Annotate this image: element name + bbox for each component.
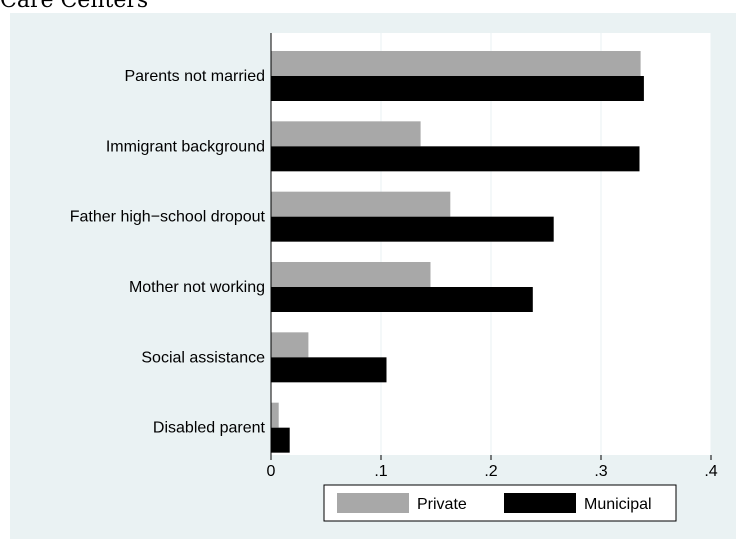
- bar-private: [271, 51, 641, 76]
- chart-caption: Care Centers: [0, 0, 149, 13]
- x-tick-label: .2: [484, 463, 497, 480]
- category-label: Social assistance: [141, 349, 265, 366]
- legend-swatch-private: [337, 493, 409, 513]
- bar-private: [271, 332, 309, 358]
- x-axis-ticks: 0 .1 .2 .3 .4: [267, 455, 718, 480]
- legend-label-private: Private: [417, 496, 467, 513]
- bars: [271, 51, 644, 453]
- bar-municipal: [271, 146, 640, 172]
- x-tick-label: 0: [267, 463, 276, 480]
- bar-private: [271, 262, 431, 287]
- category-label: Immigrant background: [106, 138, 265, 155]
- bar-private: [271, 121, 421, 147]
- x-tick-label: .3: [594, 463, 607, 480]
- x-tick-label: .4: [704, 463, 717, 480]
- category-label: Parents not married: [124, 68, 265, 85]
- x-tick-label: .1: [374, 463, 387, 480]
- bar-municipal: [271, 216, 554, 242]
- legend-label-municipal: Municipal: [584, 496, 652, 513]
- legend-swatch-municipal: [504, 493, 576, 513]
- bar-municipal: [271, 287, 533, 312]
- category-labels: Parents not married Immigrant background F…: [70, 68, 266, 437]
- category-label: Father high−school dropout: [70, 209, 266, 226]
- bar-municipal: [271, 427, 290, 453]
- category-label: Mother not working: [129, 279, 265, 296]
- bar-private: [271, 402, 279, 428]
- bar-private: [271, 191, 451, 217]
- bar-municipal: [271, 76, 644, 101]
- category-label: Disabled parent: [153, 420, 266, 437]
- grid-lines: [380, 33, 712, 455]
- legend: Private Municipal: [323, 484, 677, 522]
- bar-municipal: [271, 357, 387, 383]
